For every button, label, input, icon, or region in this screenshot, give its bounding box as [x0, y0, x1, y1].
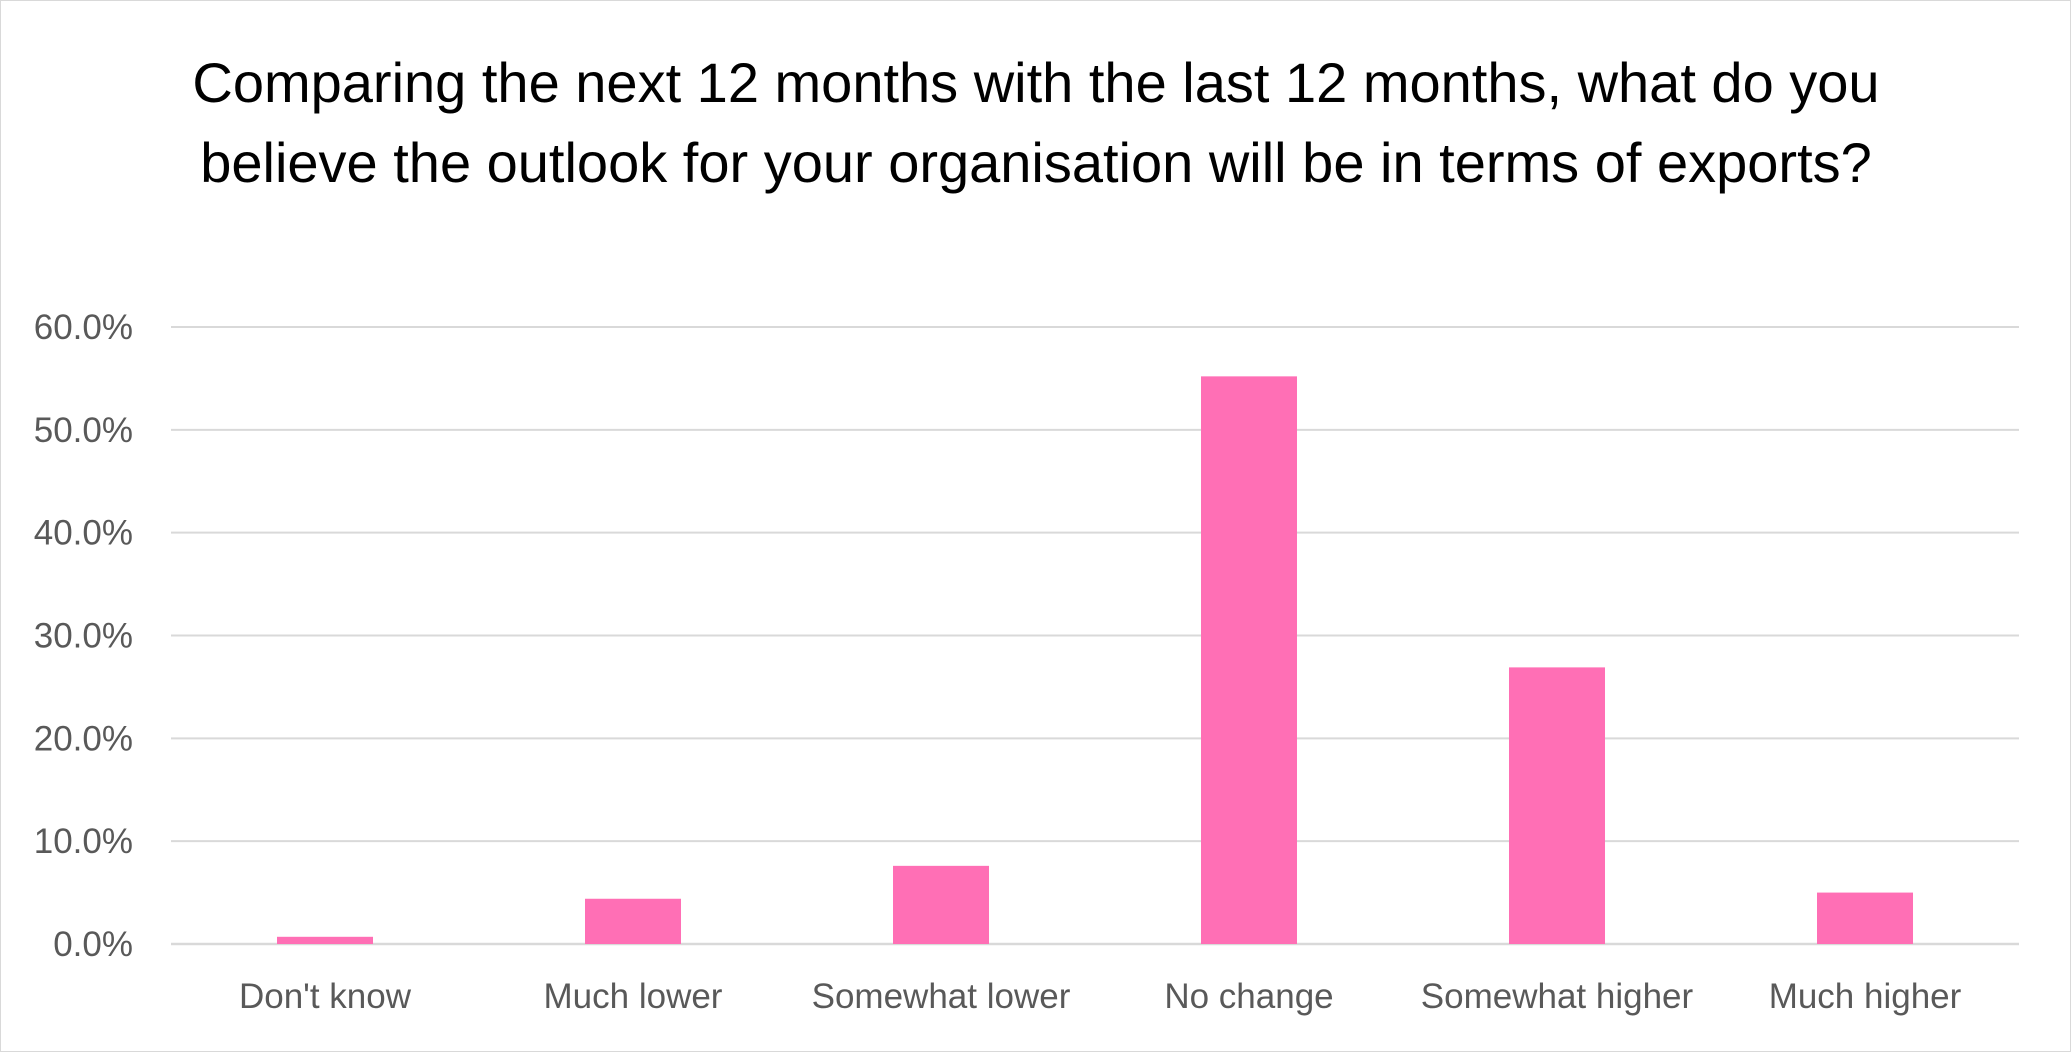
gridlines [171, 327, 2019, 944]
x-tick-label: Somewhat lower [812, 977, 1071, 1016]
x-tick-label: Somewhat higher [1421, 977, 1694, 1016]
x-tick-label: Much higher [1769, 977, 1962, 1016]
bar [893, 866, 989, 944]
x-tick-label: Don't know [239, 977, 412, 1016]
y-tick-label: 40.0% [34, 514, 133, 553]
x-axis-tick-labels: Don't know Much lower Somewhat lower No cha… [239, 977, 1962, 1016]
y-tick-label: 50.0% [34, 411, 133, 450]
bar [1201, 376, 1297, 944]
bars [277, 376, 1913, 944]
y-tick-label: 10.0% [34, 822, 133, 861]
x-tick-label: Much lower [544, 977, 723, 1016]
y-axis-tick-labels: 0.0% 10.0% 20.0% 30.0% 40.0% 50.0% 60.0% [34, 308, 133, 964]
y-tick-label: 60.0% [34, 308, 133, 347]
y-tick-label: 30.0% [34, 617, 133, 656]
y-tick-label: 0.0% [53, 925, 133, 964]
y-tick-label: 20.0% [34, 719, 133, 758]
bar [1509, 667, 1605, 944]
bar [277, 937, 373, 944]
bar [585, 899, 681, 944]
bar [1817, 893, 1913, 944]
x-tick-label: No change [1164, 977, 1333, 1016]
